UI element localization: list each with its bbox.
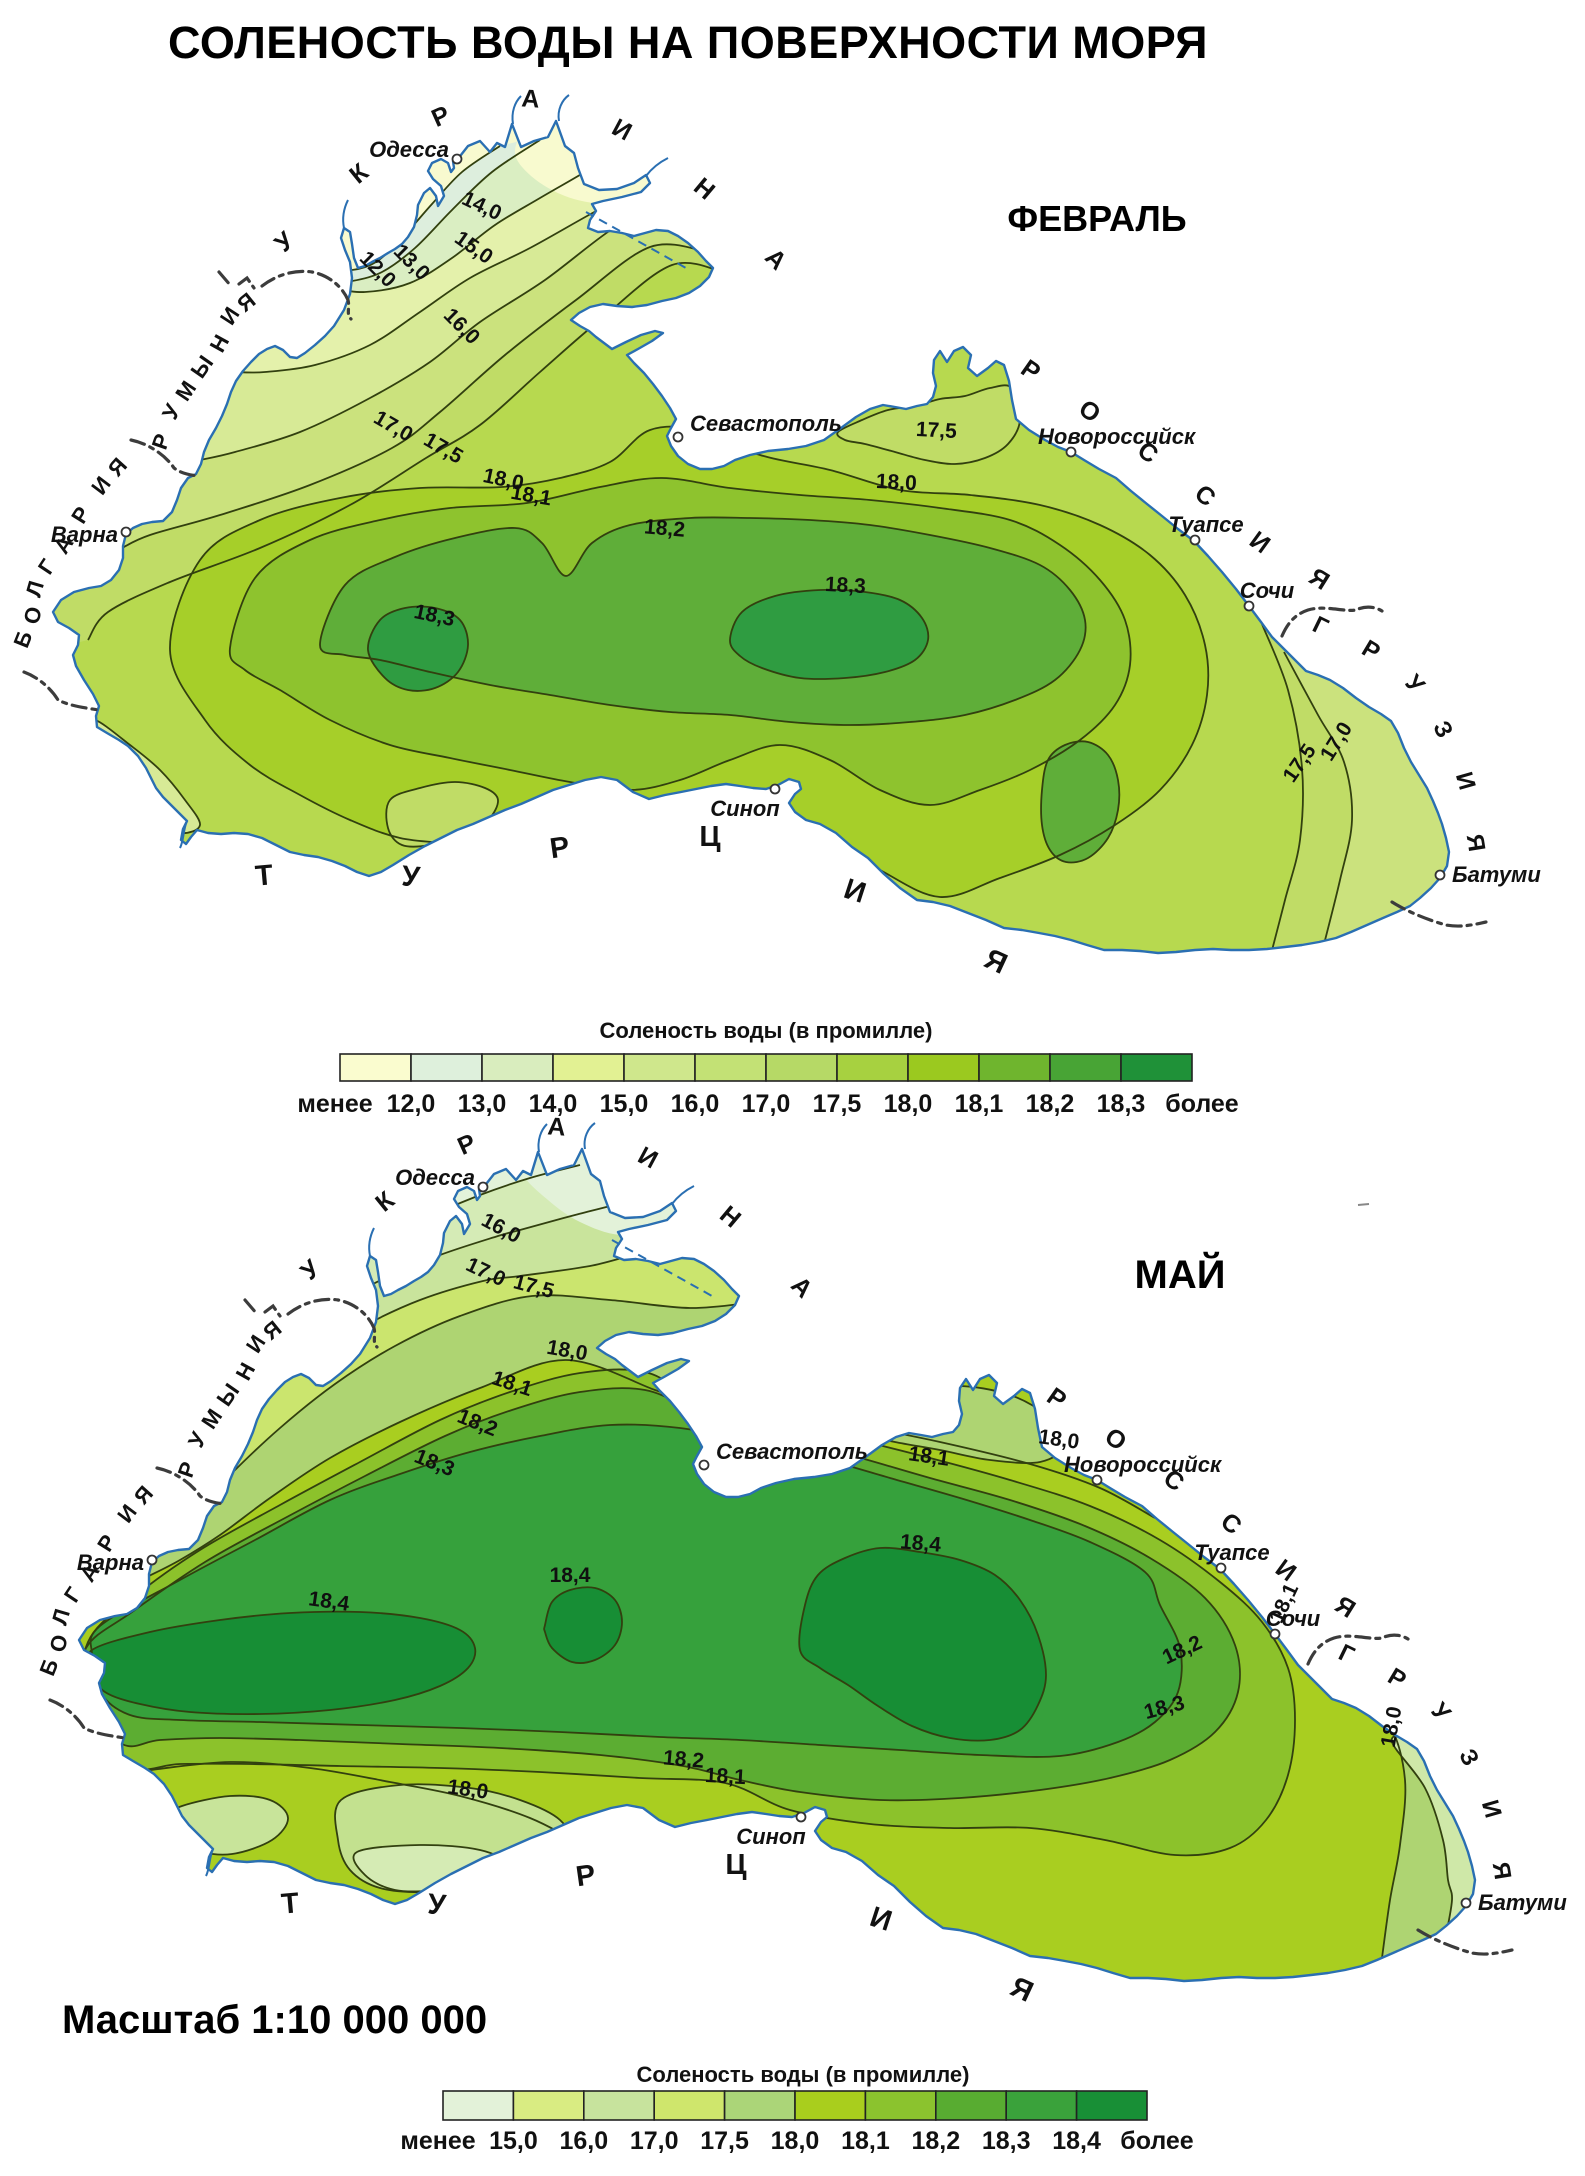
svg-text:18,1: 18,1 (704, 1764, 746, 1789)
svg-text:17,0: 17,0 (742, 1090, 791, 1118)
svg-text:18,4: 18,4 (1052, 2127, 1101, 2155)
svg-text:более: более (1120, 2127, 1194, 2155)
svg-text:Р: Р (548, 831, 572, 865)
svg-text:13,0: 13,0 (458, 1090, 507, 1118)
svg-text:15,0: 15,0 (489, 2127, 538, 2155)
svg-text:Одесса: Одесса (395, 1165, 475, 1190)
svg-text:17,0: 17,0 (630, 2127, 679, 2155)
svg-text:Новороссийск: Новороссийск (1038, 424, 1197, 449)
svg-text:18,2: 18,2 (911, 2127, 960, 2155)
svg-text:17,5: 17,5 (700, 2127, 749, 2155)
svg-text:Туапсе: Туапсе (1168, 512, 1243, 537)
svg-text:Т: Т (254, 859, 275, 892)
svg-text:12,0: 12,0 (387, 1090, 436, 1118)
svg-text:А: А (547, 1112, 567, 1141)
svg-text:У: У (426, 1888, 448, 1922)
svg-text:16,0: 16,0 (559, 2127, 608, 2155)
svg-text:Сочи: Сочи (1240, 578, 1295, 603)
svg-text:17,5: 17,5 (915, 418, 957, 443)
svg-text:18,1: 18,1 (955, 1090, 1004, 1118)
svg-text:Батуми: Батуми (1452, 862, 1541, 887)
svg-text:О: О (19, 604, 47, 626)
svg-text:18,4: 18,4 (307, 1587, 351, 1616)
svg-text:ФЕВРАЛЬ: ФЕВРАЛЬ (1007, 198, 1186, 239)
svg-text:Синоп: Синоп (710, 796, 780, 821)
svg-text:Соленость воды (в промилле): Соленость воды (в промилле) (600, 1018, 933, 1043)
svg-text:Р: Р (574, 1859, 598, 1893)
svg-text:18,0: 18,0 (771, 2127, 820, 2155)
svg-text:Ц: Ц (699, 821, 720, 853)
svg-text:Новороссийск: Новороссийск (1064, 1452, 1223, 1477)
svg-text:Ц: Ц (725, 1849, 746, 1881)
svg-text:менее: менее (297, 1090, 372, 1118)
svg-text:17,5: 17,5 (813, 1090, 862, 1118)
svg-text:18,0: 18,0 (884, 1090, 933, 1118)
svg-text:Т: Т (280, 1887, 301, 1920)
svg-text:Туапсе: Туапсе (1194, 1540, 1269, 1565)
svg-text:Синоп: Синоп (736, 1824, 806, 1849)
svg-text:18,4: 18,4 (550, 1564, 591, 1587)
svg-text:18,2: 18,2 (643, 515, 686, 541)
svg-text:Варна: Варна (77, 1550, 144, 1575)
svg-text:Соленость воды (в промилле): Соленость воды (в промилле) (637, 2062, 970, 2087)
svg-text:Л: Л (21, 578, 49, 600)
svg-text:более: более (1165, 1090, 1239, 1118)
svg-text:18,2: 18,2 (1026, 1090, 1075, 1118)
svg-text:18,4: 18,4 (899, 1530, 942, 1557)
svg-text:Севастополь: Севастополь (716, 1439, 868, 1464)
svg-text:18,1: 18,1 (841, 2127, 890, 2155)
svg-text:18,0: 18,0 (446, 1775, 490, 1803)
svg-text:Сочи: Сочи (1266, 1606, 1321, 1631)
svg-text:Варна: Варна (51, 522, 118, 547)
svg-text:Масштаб 1:10 000 000: Масштаб 1:10 000 000 (62, 1998, 487, 2042)
svg-text:16,0: 16,0 (671, 1090, 720, 1118)
svg-text:У: У (400, 860, 422, 894)
svg-text:14,0: 14,0 (529, 1090, 578, 1118)
svg-text:Севастополь: Севастополь (690, 411, 842, 436)
svg-text:18,0: 18,0 (875, 470, 917, 495)
svg-text:Л: Л (47, 1606, 75, 1628)
svg-text:Одесса: Одесса (369, 137, 449, 162)
svg-text:Я: Я (1487, 1860, 1516, 1881)
svg-text:18,3: 18,3 (1097, 1090, 1146, 1118)
svg-text:О: О (45, 1632, 73, 1654)
svg-text:15,0: 15,0 (600, 1090, 649, 1118)
svg-text:18,3: 18,3 (824, 573, 866, 598)
svg-text:18,2: 18,2 (662, 1746, 705, 1772)
svg-text:Батуми: Батуми (1478, 1890, 1567, 1915)
svg-text:Я: Я (1461, 832, 1490, 853)
svg-text:18,1: 18,1 (907, 1442, 951, 1471)
svg-text:СОЛЕНОСТЬ ВОДЫ НА ПОВЕРХНОСТИ: СОЛЕНОСТЬ ВОДЫ НА ПОВЕРХНОСТИ МОРЯ (168, 17, 1208, 68)
svg-text:А: А (521, 84, 541, 113)
svg-text:менее: менее (400, 2127, 475, 2155)
svg-text:МАЙ: МАЙ (1135, 1251, 1226, 1297)
svg-text:18,3: 18,3 (982, 2127, 1031, 2155)
svg-text:18,0: 18,0 (1037, 1425, 1081, 1453)
